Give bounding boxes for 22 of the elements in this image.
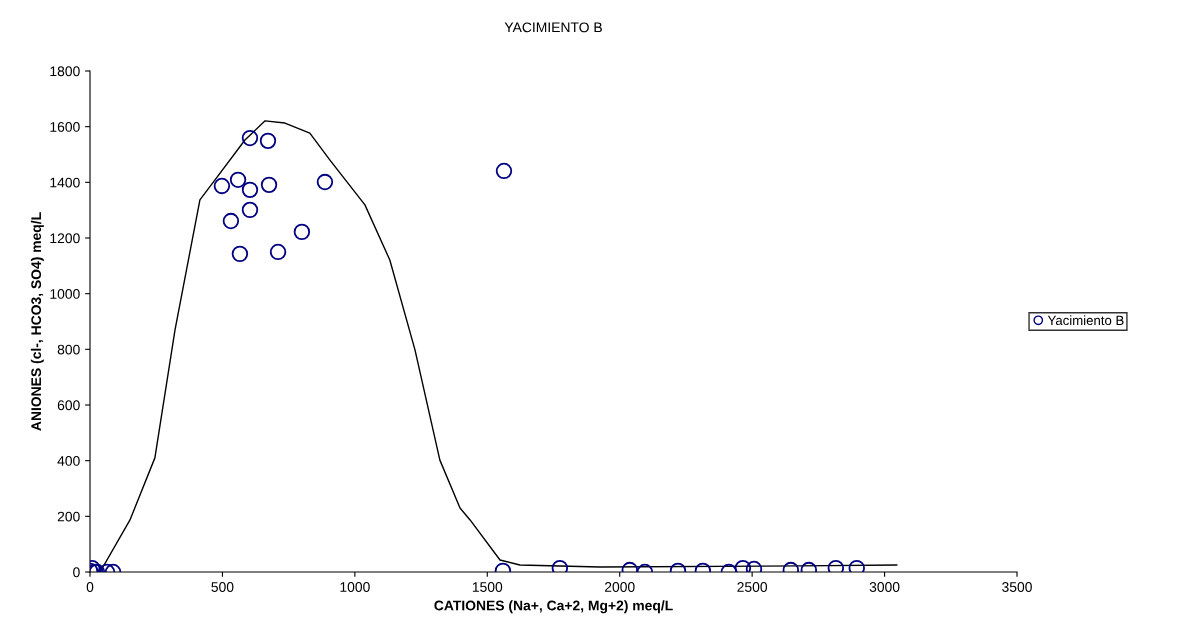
y-tick-label: 200 xyxy=(57,511,80,522)
x-tick-label: 1000 xyxy=(340,582,370,592)
chart-title: YACIMIENTO B xyxy=(504,22,602,33)
x-axis-title: CATIONES (Na+, Ca+2, Mg+2) meq/L xyxy=(434,600,673,614)
x-tick-label: 3000 xyxy=(869,582,900,592)
y-tick-label: 1800 xyxy=(50,66,80,77)
x-tick-label: 2000 xyxy=(604,582,635,592)
y-axis-title: ANIONES (cl-, HCO3, SO4) meq/L xyxy=(30,212,44,431)
x-tick-label: 2500 xyxy=(737,582,768,592)
y-tick-label: 1600 xyxy=(50,122,80,132)
y-tick-label: 1400 xyxy=(50,177,80,188)
x-tick-label: 0 xyxy=(86,582,94,592)
x-tick-label: 3500 xyxy=(1002,582,1032,592)
x-tick-label: 1500 xyxy=(472,582,503,592)
y-tick-label: 600 xyxy=(57,400,80,411)
y-tick-label: 800 xyxy=(57,344,80,355)
y-tick-label: 0 xyxy=(73,567,80,578)
y-tick-label: 1000 xyxy=(50,289,80,299)
legend-label: Yacimiento B xyxy=(1047,315,1124,326)
y-tick-label: 400 xyxy=(57,456,80,466)
x-tick-label: 500 xyxy=(211,582,234,592)
y-tick-label: 1200 xyxy=(50,233,80,244)
